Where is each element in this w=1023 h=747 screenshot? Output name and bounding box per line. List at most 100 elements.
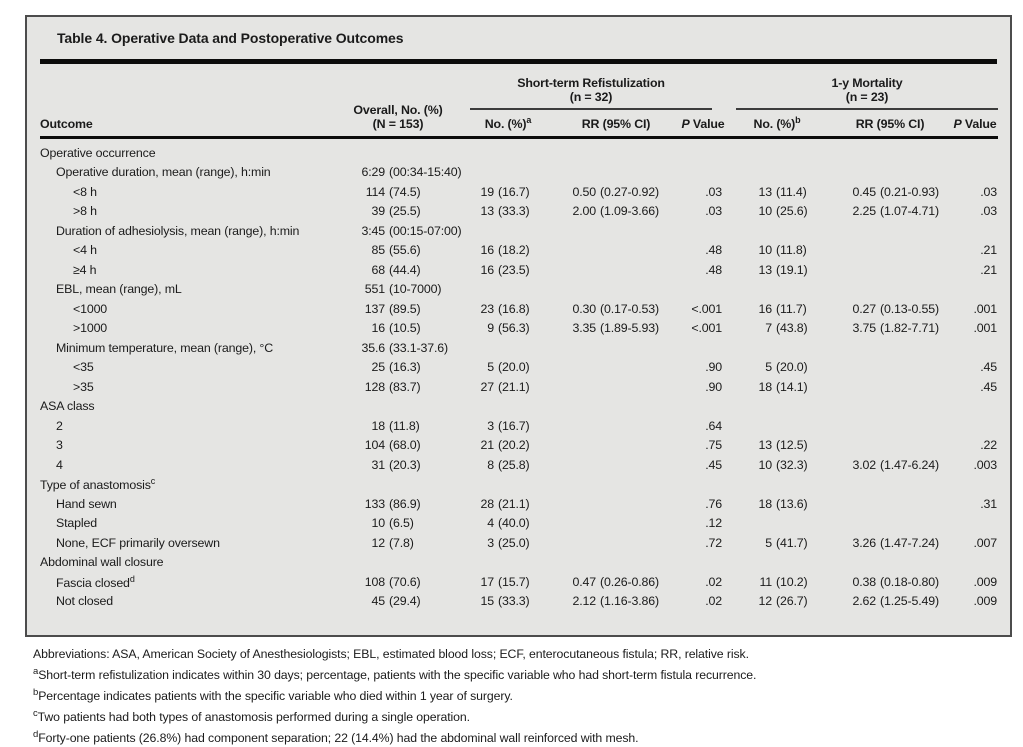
st-p-cell	[680, 475, 726, 495]
st-p-cell	[680, 221, 726, 241]
mt-rr-cell: 3.02 (1.47-6.24)	[852, 457, 939, 472]
overall-cell: 108 (70.6)	[364, 574, 421, 589]
mt-rr-cell	[828, 280, 952, 300]
mt-rr-cell	[828, 436, 952, 456]
st-p-cell: .12	[705, 516, 723, 531]
st-p-cell: <.001	[691, 301, 723, 316]
st-rr-cell	[552, 221, 680, 241]
outcome-cell: <1000	[73, 301, 108, 316]
outcome-cell: 4	[56, 457, 63, 472]
outcome-cell: Type of anastomosisc	[40, 476, 156, 493]
st-no-cell: 3 (25.0)	[487, 535, 530, 550]
footnote: Abbreviations: ASA, American Society of …	[33, 647, 749, 661]
overall-cell: 10 (6.5)	[371, 516, 414, 531]
footnote-marker-b: b	[33, 687, 39, 699]
st-rr-cell	[552, 163, 680, 183]
footnote: cTwo patients had both types of anastomo…	[33, 708, 470, 725]
mt-no-cell: 18 (14.1)	[758, 379, 808, 394]
col-header-mt-rr: RR (95% CI)	[828, 110, 953, 140]
mt-p-cell	[952, 475, 998, 495]
st-p-cell: .48	[705, 243, 723, 258]
overall-cell: 114 (74.5)	[365, 184, 421, 199]
mt-rr-cell	[828, 358, 952, 378]
title-rule	[40, 59, 997, 64]
st-p-cell: .90	[705, 379, 723, 394]
st-rr-cell	[552, 494, 680, 514]
mt-p-cell: .009	[973, 594, 998, 609]
table-row: <4 h 85 (55.6) 16 (18.2) .48 10 (11.8) .21	[40, 241, 998, 261]
st-rr-cell	[552, 436, 680, 456]
outcome-cell: 2	[56, 418, 63, 433]
table-row: 4 31 (20.3) 8 (25.8) .45 10 (32.3) 3.02 (1.47-6.2…	[40, 455, 998, 475]
table-row: <1000 137 (89.5) 23 (16.8) 0.30 (0.17-0.53) <.0…	[40, 299, 998, 319]
mt-p-cell: .007	[973, 535, 998, 550]
mt-no-cell: 7 (43.8)	[765, 321, 808, 336]
st-rr-cell	[552, 514, 680, 534]
mt-p-cell: .03	[980, 204, 998, 219]
overall-cell: 3:45 (00:15-07:00)	[361, 223, 462, 238]
st-p-cell: .48	[705, 262, 723, 277]
st-no-cell: 15 (33.3)	[480, 594, 530, 609]
mt-p-cell: .001	[973, 301, 998, 316]
st-no-cell: 9 (56.3)	[487, 321, 530, 336]
outcome-cell: Duration of adhesiolysis, mean (range), …	[56, 223, 300, 238]
st-rr-cell	[552, 138, 680, 163]
st-rr-cell	[552, 241, 680, 261]
st-p-cell	[680, 553, 726, 573]
mt-p-cell	[952, 138, 998, 163]
st-rr-cell: 2.00 (1.09-3.66)	[572, 204, 659, 219]
st-p-cell	[680, 163, 726, 183]
overall-header-line1: Overall, No. (%)	[353, 103, 443, 118]
st-no-cell: 28 (21.1)	[480, 496, 530, 511]
overall-cell: 39 (25.5)	[371, 204, 421, 219]
st-p-cell: .02	[705, 574, 723, 589]
st-p-cell: .72	[705, 535, 723, 550]
table-row: Duration of adhesiolysis, mean (range), …	[40, 221, 998, 241]
table-title: Table 4. Operative Data and Postoperativ…	[57, 30, 404, 46]
overall-cell: 35.6 (33.1-37.6)	[361, 340, 448, 355]
col-header-outcome: Outcome	[40, 64, 332, 140]
footnote-marker-c: c	[33, 708, 38, 720]
footnote: dForty-one patients (26.8%) had componen…	[33, 729, 639, 746]
mt-p-cell: .009	[973, 574, 998, 589]
st-p-cell: .75	[705, 438, 723, 453]
mt-no-cell: 10 (25.6)	[758, 204, 808, 219]
footnote: bPercentage indicates patients with the …	[33, 687, 513, 704]
st-rr-cell: 3.35 (1.89-5.93)	[572, 321, 659, 336]
mt-no-cell: 5 (41.7)	[765, 535, 808, 550]
overall-cell: 133 (86.9)	[364, 496, 421, 511]
st-rr-cell	[552, 397, 680, 417]
st-rr-cell: 0.50 (0.27-0.92)	[572, 184, 659, 199]
mt-no-cell	[726, 514, 828, 534]
outcome-cell: >35	[73, 379, 94, 394]
outcome-cell: <8 h	[73, 184, 97, 199]
st-rr-cell	[552, 280, 680, 300]
overall-cell: 31 (20.3)	[371, 457, 421, 472]
st-p-cell: .90	[705, 360, 723, 375]
mt-p-cell: .45	[980, 360, 998, 375]
table-row: Stapled 10 (6.5) 4 (40.0) .12	[40, 514, 998, 534]
table-row: 2 18 (11.8) 3 (16.7) .64	[40, 416, 998, 436]
mt-p-cell	[952, 221, 998, 241]
overall-cell: 18 (11.8)	[371, 418, 420, 433]
mt-p-cell: .21	[980, 243, 998, 258]
footnote-marker-a: a	[526, 115, 532, 125]
mt-no-cell	[726, 138, 828, 163]
st-rr-cell	[552, 338, 680, 358]
mt-rr-cell	[828, 163, 952, 183]
mt-no-cell	[726, 280, 828, 300]
table-row: Minimum temperature, mean (range), °C 35.…	[40, 338, 998, 358]
st-no-cell: 5 (20.0)	[487, 360, 530, 375]
table-row: Operative duration, mean (range), h:min 6…	[40, 163, 998, 183]
st-no-cell: 3 (16.7)	[487, 418, 530, 433]
table-row: >8 h 39 (25.5) 13 (33.3) 2.00 (1.09-3.66) .03 10…	[40, 202, 998, 222]
outcome-cell: >1000	[73, 321, 108, 336]
st-rr-cell: 2.12 (1.16-3.86)	[572, 594, 659, 609]
st-no-cell: 4 (40.0)	[487, 516, 530, 531]
col-header-st-p: P Value	[680, 110, 727, 140]
mt-p-cell: .31	[980, 496, 998, 511]
mt-no-cell: 10 (32.3)	[758, 457, 808, 472]
table-row: Operative occurrence	[40, 138, 998, 163]
mt-rr-cell	[828, 397, 952, 417]
st-rr-cell: 0.47 (0.26-0.86)	[572, 574, 659, 589]
